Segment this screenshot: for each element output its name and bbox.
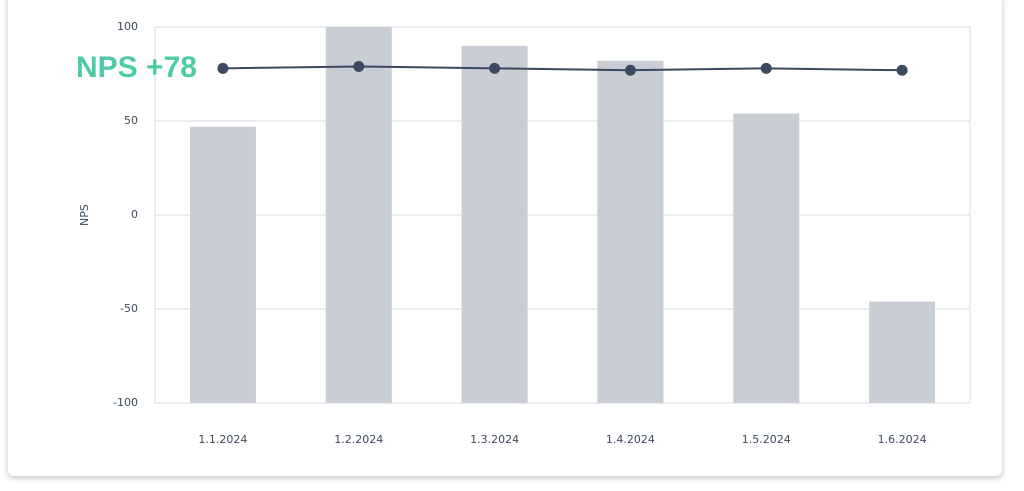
bar — [733, 113, 800, 403]
x-tick-label: 1.2.2024 — [334, 433, 383, 446]
x-tick-label: 1.3.2024 — [470, 433, 519, 446]
x-tick-label: 1.5.2024 — [742, 433, 791, 446]
bar — [869, 301, 936, 403]
x-tick-label: 1.1.2024 — [198, 433, 247, 446]
y-tick-label: -100 — [113, 396, 138, 409]
x-tick-label: 1.4.2024 — [606, 433, 655, 446]
bar — [325, 27, 392, 403]
annotation: NPS +78 — [76, 51, 197, 84]
point — [489, 62, 501, 74]
y-axis-label: NPS — [78, 204, 91, 226]
point — [217, 62, 229, 74]
y-tick-label: 0 — [131, 208, 138, 221]
x-tick-label: 1.6.2024 — [878, 433, 927, 446]
bar — [461, 45, 528, 404]
bar — [597, 60, 664, 404]
y-tick-label: 100 — [117, 20, 138, 33]
point — [353, 60, 365, 72]
y-tick-label: 50 — [124, 114, 138, 127]
bar — [189, 126, 256, 403]
point — [760, 62, 772, 74]
y-tick-label: -50 — [120, 302, 138, 315]
point — [624, 64, 636, 76]
line — [222, 65, 903, 72]
point — [896, 64, 908, 76]
